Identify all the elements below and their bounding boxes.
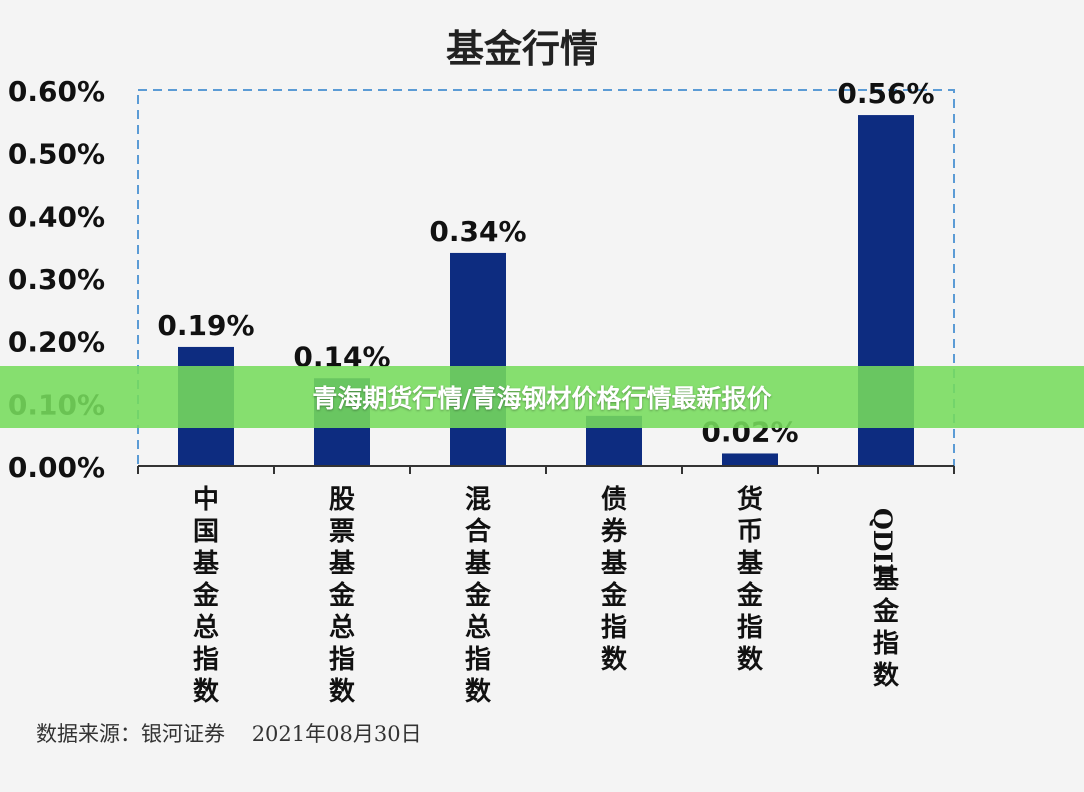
category-char: 基	[601, 549, 628, 579]
category-char: 币	[737, 517, 763, 547]
plot-border	[137, 89, 955, 467]
banner-text: 青海期货行情/青海钢材价格行情最新报价	[312, 384, 772, 413]
y-axis: 0.00%0.10%0.20%0.30%0.40%0.50%0.60%	[8, 75, 105, 484]
category-char: 数	[329, 677, 356, 707]
category-char: 数	[873, 661, 900, 691]
y-tick-label: 0.20%	[8, 326, 105, 359]
category-char: 指	[193, 645, 219, 675]
category-char: 总	[193, 613, 219, 643]
data-label: 0.56%	[837, 77, 934, 110]
category-char: 基	[465, 549, 492, 579]
category-char: 股	[329, 485, 355, 515]
category-char: 指	[465, 645, 491, 675]
category-char: 基	[737, 549, 764, 579]
category-char: 券	[601, 517, 628, 547]
bar	[450, 252, 506, 466]
bar	[722, 453, 778, 466]
category-char: 数	[737, 645, 764, 675]
source-note: 数据来源：银河证券 2021年08月30日	[36, 722, 422, 746]
category-char: 中	[193, 485, 219, 515]
category-char: 货	[737, 484, 763, 515]
category-char: 债	[601, 485, 627, 515]
category-char: 金	[736, 580, 764, 611]
category-char: 基	[329, 549, 356, 579]
y-tick-label: 0.60%	[8, 75, 105, 108]
category-char: 数	[601, 645, 628, 675]
x-axis-categories: 中国基金总指数股票基金总指数混合基金总指数债券基金指数货币基金指数QDII基金指…	[192, 484, 900, 707]
category-char: 指	[329, 645, 355, 675]
category-char: 金	[872, 596, 900, 627]
data-label: 0.34%	[429, 215, 526, 248]
y-tick-label: 0.30%	[8, 263, 105, 296]
category-char: 金	[464, 580, 492, 611]
category-label-rotated: QDII	[868, 508, 897, 575]
category-char: 金	[600, 580, 628, 611]
category-char: 指	[737, 613, 763, 643]
category-char: 总	[329, 613, 355, 643]
category-char: 指	[873, 629, 899, 659]
y-tick-label: 0.40%	[8, 200, 105, 233]
y-tick-label: 0.50%	[8, 138, 105, 171]
category-char: 金	[192, 580, 220, 611]
chart-title: 基金行情	[446, 26, 598, 71]
category-char: 票	[329, 517, 355, 547]
category-char: 数	[465, 677, 492, 707]
data-label: 0.19%	[157, 309, 254, 342]
category-char: 基	[193, 549, 220, 579]
category-char: 指	[601, 613, 627, 643]
category-char: 国	[193, 517, 219, 547]
category-char: 合	[465, 516, 492, 547]
category-char: 基	[873, 565, 900, 595]
x-axis-ticks	[137, 466, 955, 474]
category-char: 总	[465, 613, 491, 643]
y-tick-label: 0.00%	[8, 451, 105, 484]
category-char: 金	[328, 580, 356, 611]
category-char: 混	[465, 485, 491, 515]
title-banner: 青海期货行情/青海钢材价格行情最新报价	[0, 366, 1084, 428]
category-char: 数	[193, 677, 220, 707]
